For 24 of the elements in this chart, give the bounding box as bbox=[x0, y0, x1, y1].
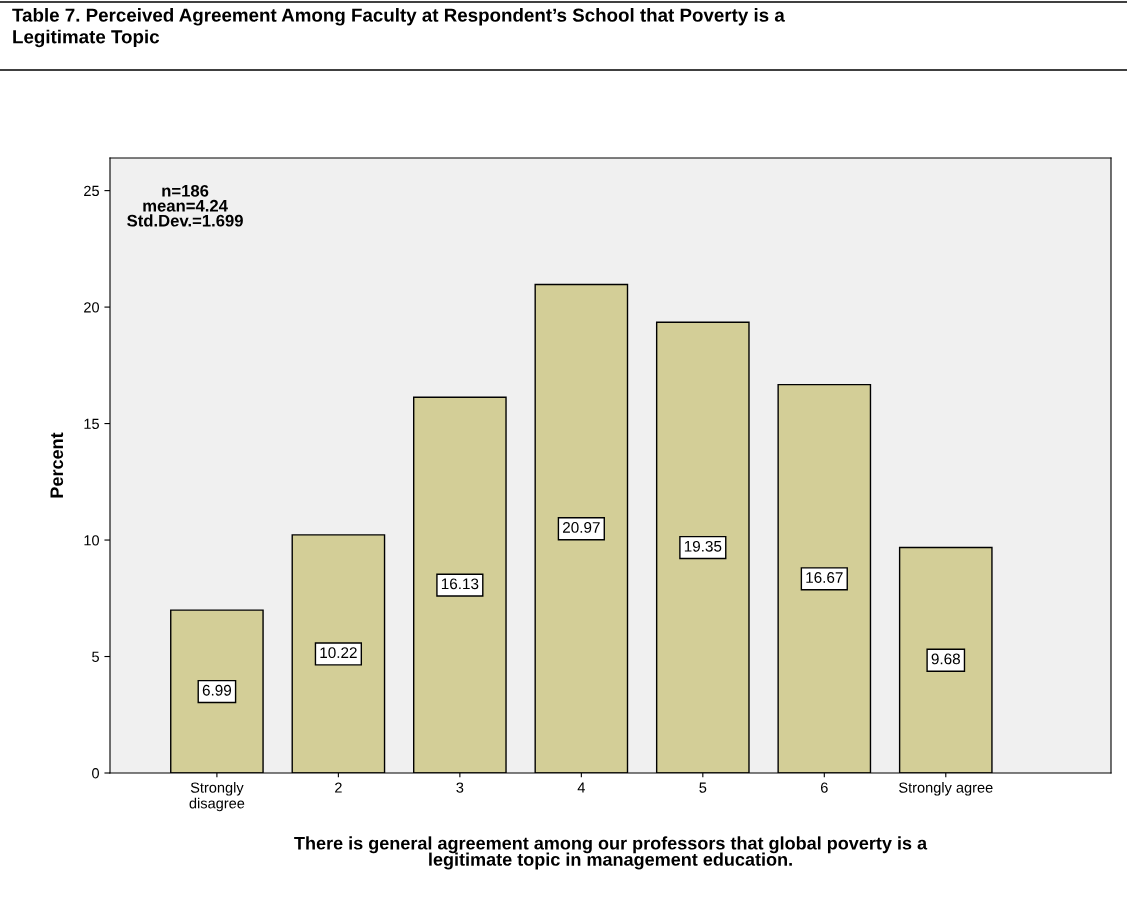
x-tick-label: Strongly agree bbox=[899, 782, 993, 796]
data-label: 9.68 bbox=[931, 653, 960, 665]
y-tick-label: 5 bbox=[92, 651, 99, 662]
x-tick-label: 2 bbox=[335, 782, 342, 793]
x-tick-label: 3 bbox=[456, 782, 464, 793]
y-tick-label: 20 bbox=[84, 302, 100, 313]
x-axis-title: There is general agreement among our professors that global poverty is a legitimate topic in management education. bbox=[294, 836, 928, 870]
chart-title: Table 7. Perceived Agreement Among Faculty at Respondent’s School that Poverty is a Legitimate Topic bbox=[12, 8, 785, 48]
data-label: 19.35 bbox=[684, 540, 722, 552]
y-tick-label: 15 bbox=[84, 418, 99, 429]
data-label: 16.13 bbox=[441, 578, 479, 590]
y-tick-label: 10 bbox=[84, 535, 100, 546]
x-tick-label: 4 bbox=[577, 782, 585, 793]
annotation: n=186 mean=4.24 Std.Dev.=1.699 bbox=[127, 184, 243, 227]
data-label: 16.67 bbox=[806, 572, 843, 583]
data-label: 10.22 bbox=[320, 647, 357, 659]
x-tick-label: Strongly disagree bbox=[189, 782, 245, 812]
y-tick-label: 0 bbox=[92, 768, 100, 779]
y-tick-label: 25 bbox=[84, 185, 99, 197]
x-tick-label: 5 bbox=[699, 782, 707, 793]
x-tick-label: 6 bbox=[820, 782, 828, 793]
data-label: 6.99 bbox=[202, 684, 232, 696]
y-axis-title: Percent bbox=[50, 432, 64, 498]
data-label: 20.97 bbox=[563, 522, 600, 533]
